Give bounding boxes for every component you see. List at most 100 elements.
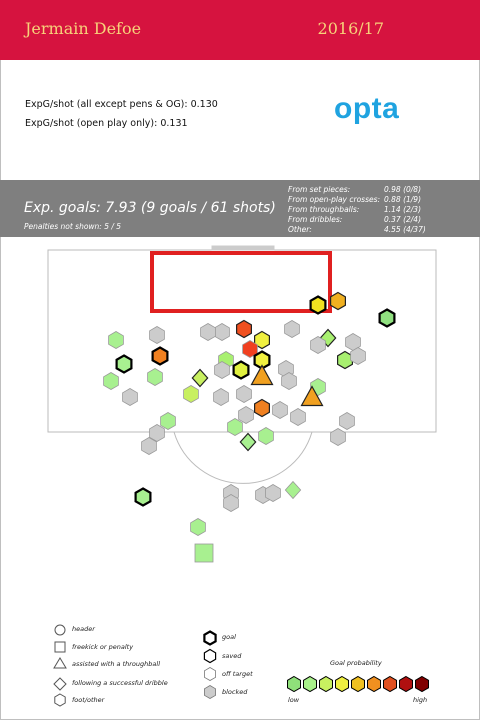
legend-label-blocked: blocked	[222, 688, 248, 696]
probability-swatch	[399, 675, 413, 693]
shot-marker	[160, 412, 176, 430]
probability-swatch	[319, 675, 333, 693]
shot-marker	[309, 295, 327, 315]
legend-label-header: header	[72, 625, 95, 633]
expg-per-shot-all: ExpG/shot (all except pens & OG): 0.130	[25, 99, 218, 110]
breakdown-value: 1.14 (2/3)	[384, 205, 422, 214]
outcome-off-icon	[203, 667, 217, 681]
shot-marker	[284, 320, 300, 338]
shot-marker	[236, 319, 252, 339]
expected-goals-headline: Exp. goals: 7.93 (9 goals / 61 shots)	[24, 200, 276, 216]
square-icon	[54, 641, 66, 653]
probability-low: low	[288, 696, 300, 704]
shot-marker	[134, 487, 152, 507]
probability-swatch	[383, 675, 397, 693]
shot-marker	[214, 361, 230, 379]
shot-marker	[141, 437, 157, 455]
shot-marker	[290, 408, 306, 426]
shot-marker	[239, 432, 257, 452]
shot-marker	[122, 388, 138, 406]
shot-marker	[236, 385, 252, 403]
shot-marker	[330, 428, 346, 446]
legend-outcomes	[203, 630, 217, 699]
probability-title: Goal probability	[330, 659, 382, 667]
shot-marker	[214, 323, 230, 341]
legend-label-saved: saved	[222, 652, 242, 660]
shot-marker	[183, 385, 199, 403]
legend-label-goal: goal	[222, 633, 236, 641]
shot-marker	[330, 291, 346, 311]
probability-swatch	[335, 675, 349, 693]
shot-marker	[200, 323, 216, 341]
shot-marker	[151, 346, 169, 366]
shot-marker	[310, 336, 326, 354]
shot-marker	[337, 350, 353, 370]
shot-marker	[149, 424, 165, 442]
header-bar: Jermain Defoe 2016/17	[0, 0, 480, 60]
opta-logo: opta	[334, 92, 400, 125]
breakdown-label: From open-play crosses:	[288, 195, 381, 204]
probability-high: high	[413, 696, 428, 704]
probability-swatch	[303, 675, 317, 693]
breakdown-value: 4.55 (4/37)	[384, 225, 426, 234]
shot-marker	[194, 543, 214, 563]
triangle-icon	[53, 657, 67, 669]
breakdown-label: From throughballs:	[288, 205, 360, 214]
shot-marker	[250, 364, 274, 386]
shot-marker	[242, 340, 258, 358]
shot-marker	[339, 412, 355, 430]
shot-marker	[350, 347, 366, 365]
legend-shapes	[53, 624, 67, 707]
shot-marker	[232, 360, 250, 380]
legend-label-throughball: assisted with a throughball	[72, 660, 160, 668]
shot-marker	[272, 401, 288, 419]
summary-band	[0, 180, 480, 237]
breakdown-label: Other:	[288, 225, 312, 234]
probability-swatch	[287, 675, 301, 693]
shot-marker	[300, 385, 324, 407]
shot-marker	[258, 427, 274, 445]
shot-marker	[147, 368, 163, 386]
probability-swatch	[351, 675, 365, 693]
breakdown-value: 0.98 (0/8)	[384, 185, 422, 194]
shot-marker	[378, 308, 396, 328]
shots-layer	[103, 291, 396, 563]
goal	[211, 245, 275, 251]
shot-marker	[223, 494, 239, 512]
outcome-saved-icon	[203, 648, 217, 664]
breakdown-label: From dribbles:	[288, 215, 343, 224]
legend-label-foot: foot/other	[72, 696, 105, 704]
diamond-icon	[53, 677, 67, 691]
penalties-note: Penalties not shown: 5 / 5	[24, 222, 122, 231]
shot-marker	[238, 406, 254, 424]
breakdown-value: 0.37 (2/4)	[384, 215, 422, 224]
outcome-blocked-icon	[203, 685, 217, 699]
penalty-arc	[173, 431, 313, 484]
shot-marker	[213, 388, 229, 406]
shot-marker	[265, 484, 281, 502]
circle-icon	[54, 624, 66, 636]
shot-marker	[281, 372, 297, 390]
shot-marker	[191, 368, 209, 388]
pitch-lines	[47, 245, 437, 484]
shot-marker	[319, 328, 337, 348]
shot-marker	[284, 480, 302, 500]
highlight-box	[150, 251, 332, 313]
legend-label-off-target: off target	[222, 670, 253, 678]
legend-probability-scale	[287, 675, 429, 693]
season-label: 2016/17	[317, 19, 384, 38]
breakdown-value: 0.88 (1/9)	[384, 195, 422, 204]
probability-swatch	[415, 675, 429, 693]
shot-marker	[115, 354, 133, 374]
shot-marker	[190, 518, 206, 536]
legend-label-dribble: following a successful dribble	[72, 679, 168, 687]
shot-marker	[254, 330, 270, 350]
shot-marker	[254, 398, 270, 418]
probability-swatch	[367, 675, 381, 693]
shot-marker	[108, 331, 124, 349]
shot-marker	[227, 418, 243, 436]
outcome-goal-icon	[203, 630, 217, 646]
legend-label-freekick: freekick or penalty	[72, 643, 134, 651]
penalty-area	[47, 249, 437, 433]
